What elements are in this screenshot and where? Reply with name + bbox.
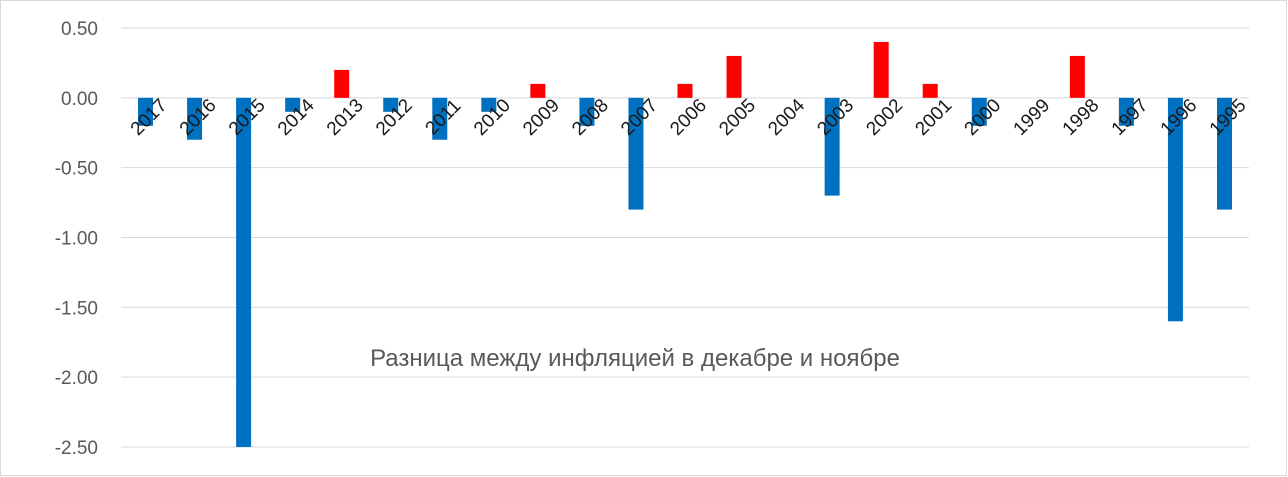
bar-2007 — [628, 97, 644, 210]
x-tick-label: 2005 — [715, 95, 760, 140]
bar-2013 — [334, 69, 350, 98]
x-tick-label: 2010 — [470, 95, 515, 140]
bar-2016 — [187, 97, 203, 140]
bar-2010 — [481, 97, 497, 112]
chart-title: Разница между инфляцией в декабре и нояб… — [370, 345, 900, 372]
bars — [138, 41, 1232, 447]
x-tick-label: 2012 — [372, 95, 417, 140]
y-tick-label: -0.50 — [55, 159, 98, 180]
x-tick-label: 2013 — [323, 95, 368, 140]
x-tick-label: 1997 — [1108, 95, 1153, 140]
y-tick-label: -1.50 — [55, 298, 98, 319]
bar-2001 — [922, 83, 938, 98]
y-tick-label: -2.50 — [55, 438, 98, 459]
bar-2000 — [971, 97, 987, 126]
y-tick-label: -1.00 — [55, 229, 98, 250]
x-tick-label: 1999 — [1010, 95, 1055, 140]
bar-2005 — [726, 55, 742, 98]
x-tick-label: 2001 — [912, 95, 957, 140]
bar-2015 — [236, 97, 252, 447]
x-tick-label: 2006 — [666, 95, 711, 140]
x-tick-label: 2004 — [764, 95, 809, 140]
bar-1998 — [1069, 55, 1085, 98]
bar-2012 — [383, 97, 399, 112]
x-tick-label: 2017 — [127, 95, 172, 140]
x-tick-label: 2000 — [961, 95, 1006, 140]
y-axis-ticks: 0.50 0.00 -0.50 -1.00 -1.50 -2.00 -2.50 — [55, 19, 98, 459]
bar-2014 — [285, 97, 301, 112]
bar-1995 — [1216, 97, 1232, 210]
bar-2009 — [530, 83, 546, 98]
bar-2008 — [579, 97, 595, 126]
y-tick-label: 0.00 — [61, 89, 98, 110]
gridlines — [121, 27, 1249, 448]
bar-2006 — [677, 83, 693, 98]
bar-1996 — [1167, 97, 1183, 322]
x-tick-label: 2014 — [274, 95, 319, 140]
bar-2002 — [873, 41, 889, 98]
x-tick-label: 2009 — [519, 95, 564, 140]
x-tick-label: 1998 — [1059, 95, 1104, 140]
x-tick-label: 2002 — [862, 95, 907, 140]
bar-1997 — [1118, 97, 1134, 126]
y-tick-label: 0.50 — [61, 19, 98, 40]
bar-2011 — [432, 97, 448, 140]
bar-2003 — [824, 97, 840, 196]
bar-2017 — [138, 97, 154, 126]
y-tick-label: -2.00 — [55, 368, 98, 389]
x-tick-label: 2008 — [568, 95, 613, 140]
